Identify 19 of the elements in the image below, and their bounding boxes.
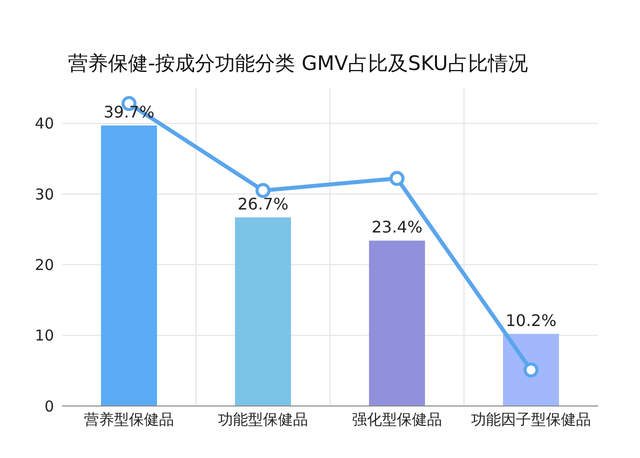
point bbox=[256, 182, 270, 198]
y-tick-label: 0 bbox=[44, 397, 54, 416]
y-tick-label: 30 bbox=[34, 185, 54, 204]
data-label: 10.2% bbox=[506, 310, 556, 330]
point bbox=[390, 170, 404, 186]
x-tick-label: 强化型保健品 bbox=[352, 410, 442, 429]
chart-title: 营养保健-按成分功能分类 GMV占比及SKU占比情况 bbox=[68, 50, 528, 77]
y-tick-label: 10 bbox=[34, 326, 54, 345]
y-tick-label: 40 bbox=[34, 114, 54, 133]
point bbox=[524, 362, 538, 378]
x-tick-label: 营养型保健品 bbox=[84, 410, 174, 429]
bar bbox=[503, 334, 559, 406]
x-tick-label: 功能型保健品 bbox=[218, 410, 308, 429]
bar bbox=[235, 217, 291, 406]
data-label: 23.4% bbox=[372, 218, 422, 237]
bar bbox=[369, 240, 425, 406]
x-tick-label: 功能因子型保健品 bbox=[471, 410, 591, 429]
data-label: 26.7% bbox=[238, 194, 288, 214]
y-tick-label: 20 bbox=[34, 256, 54, 274]
